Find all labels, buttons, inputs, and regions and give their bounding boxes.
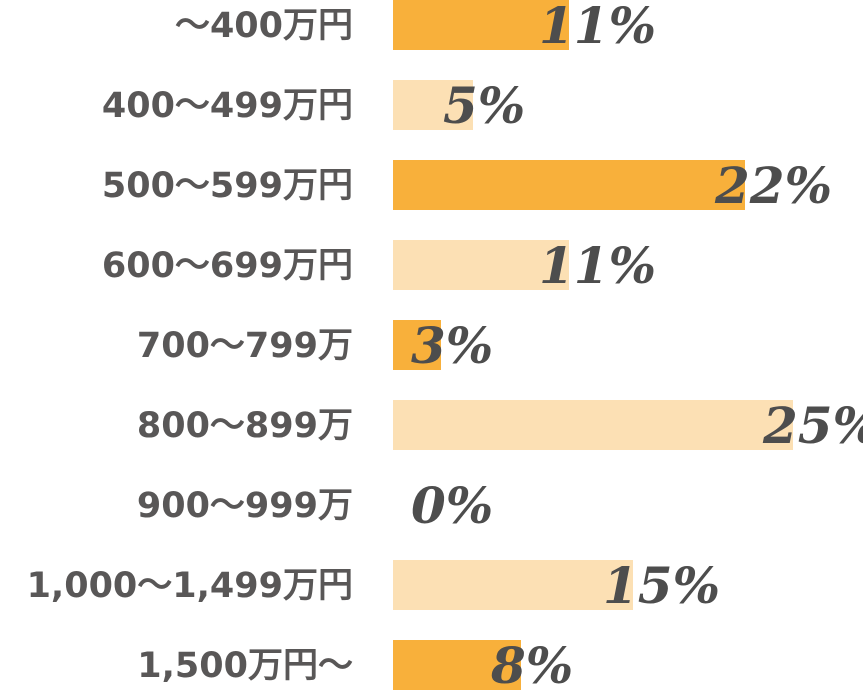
bar — [393, 320, 441, 370]
category-label: 500～599万円 — [102, 166, 353, 206]
bar — [393, 400, 793, 450]
value-label: 25% — [762, 396, 863, 455]
value-label: 11% — [539, 236, 656, 295]
value-label: 5% — [443, 76, 525, 135]
category-label: 1,000～1,499万円 — [27, 566, 353, 606]
bar — [393, 80, 473, 130]
value-label: 15% — [603, 556, 720, 615]
bar — [393, 640, 521, 690]
category-label: 400～499万円 — [102, 86, 353, 126]
category-label: 800～899万 — [137, 406, 353, 446]
value-label: 22% — [714, 156, 832, 215]
bar — [393, 560, 633, 610]
category-label: ～400万円 — [175, 6, 353, 46]
category-label: 900～999万 — [137, 486, 353, 526]
bar — [393, 0, 569, 50]
value-label: 8% — [490, 636, 573, 690]
category-label: 600～699万円 — [102, 246, 353, 286]
value-label: 0% — [411, 476, 493, 535]
bar — [393, 240, 569, 290]
value-label: 11% — [539, 0, 656, 55]
category-label: 1,500万円～ — [137, 646, 353, 686]
value-label: 3% — [411, 316, 493, 375]
bar — [393, 160, 745, 210]
category-label: 700～799万 — [137, 326, 353, 366]
